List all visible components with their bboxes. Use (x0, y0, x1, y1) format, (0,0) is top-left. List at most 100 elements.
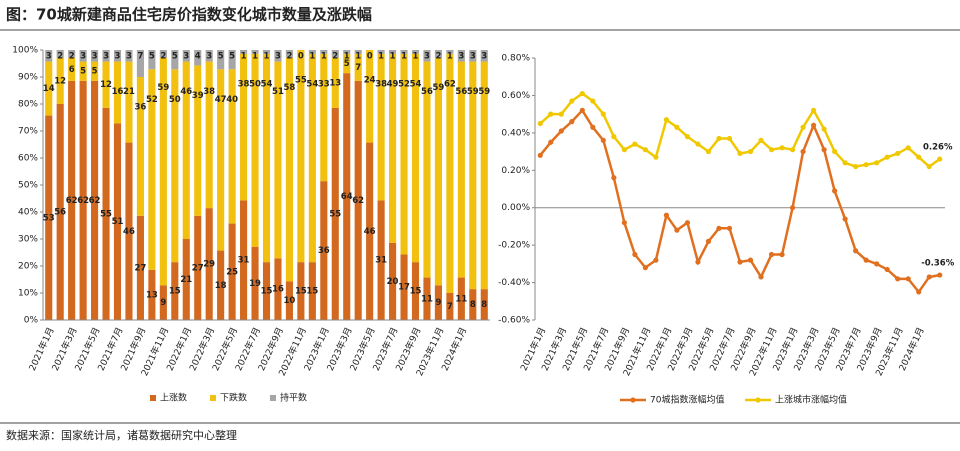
bar-segment (182, 50, 190, 62)
data-label: 62 (444, 79, 456, 89)
bar-segment (285, 281, 293, 320)
data-label: 3 (103, 52, 109, 62)
line-marker (895, 150, 901, 157)
data-label: 1 (390, 52, 396, 62)
y-tick-label: 70% (18, 127, 38, 137)
bar-segment (354, 80, 362, 320)
line-marker (716, 225, 722, 231)
y-tick-label: 0.80% (501, 54, 530, 64)
y-tick-label: 0.40% (501, 128, 530, 138)
legend-swatch (210, 395, 216, 401)
line-marker (674, 227, 680, 233)
data-label: 15 (295, 287, 307, 297)
data-label: 15 (261, 287, 273, 297)
data-label: 2 (57, 52, 63, 62)
data-label: 31 (238, 256, 250, 266)
bar-segment (251, 50, 259, 54)
bar-segment (217, 250, 225, 320)
y-tick-label: -0.40% (498, 278, 530, 288)
line-marker (832, 148, 838, 155)
data-label: 2 (286, 52, 292, 62)
data-label: 3 (92, 52, 98, 62)
data-label: 62 (77, 196, 89, 206)
bar-segment (68, 57, 76, 81)
data-label: 58 (284, 83, 296, 93)
line-marker (926, 163, 932, 170)
line-marker (789, 205, 796, 211)
bar-segment (423, 61, 431, 278)
bar-segment (113, 123, 122, 321)
data-label: 54 (261, 79, 273, 89)
bar-segment (217, 69, 225, 251)
data-label: 2 (160, 52, 166, 62)
line-marker (895, 276, 901, 282)
line-marker (611, 175, 617, 181)
bar-segment (446, 53, 454, 293)
bar-segment (171, 69, 179, 263)
data-label: 54 (410, 79, 422, 89)
data-label: 56 (54, 208, 66, 218)
data-label: 0 (367, 52, 373, 62)
bar-segment (446, 50, 454, 54)
data-label: 12 (100, 80, 112, 90)
data-label: 1 (401, 52, 407, 62)
line-marker (569, 119, 575, 125)
line-marker (590, 98, 596, 104)
data-label: 10 (284, 296, 296, 306)
bar-segment (102, 50, 110, 62)
data-label: 2 (69, 52, 75, 62)
page-title: 图：70城新建商品住宅房价指数变化城市数量及涨跌幅 (6, 6, 372, 24)
data-label: 16 (272, 285, 284, 295)
source-note: 数据来源：国家统计局，诸葛数据研究中心整理 (6, 428, 237, 442)
bar-segment (331, 50, 339, 58)
bar-segment (194, 65, 202, 216)
bar-segment (251, 246, 259, 320)
line-marker (874, 160, 880, 166)
bar-segment (457, 50, 465, 62)
data-label: 21 (180, 275, 192, 285)
bar-segment (285, 50, 293, 58)
data-label: 33 (318, 79, 330, 89)
y-tick-label: 10% (18, 289, 38, 299)
data-label: 15 (410, 287, 422, 297)
data-label: 5 (92, 67, 98, 77)
line-marker (821, 126, 827, 132)
bar-segment (228, 69, 236, 224)
data-label: 5 (344, 59, 350, 69)
bar-segment (411, 50, 420, 54)
data-label: 50 (169, 95, 181, 105)
line-marker (579, 90, 585, 97)
y-tick-label: 0.00% (501, 203, 530, 213)
bar-segment (240, 50, 248, 54)
data-label: 31 (375, 256, 387, 266)
line-marker (863, 162, 869, 168)
line-marker (548, 111, 554, 117)
bar-segment (285, 57, 293, 282)
bar-segment (400, 50, 408, 54)
line-marker (590, 124, 596, 130)
data-label: 59 (433, 83, 445, 93)
data-label: 3 (458, 52, 464, 62)
line-marker (874, 261, 880, 267)
line-marker (800, 124, 806, 130)
bar-segment (262, 50, 271, 54)
y-tick-label: -0.60% (498, 316, 530, 326)
legend-label: 持平数 (280, 392, 307, 404)
bar-segment (343, 53, 351, 74)
data-label: 29 (203, 260, 215, 270)
line-marker (632, 251, 638, 258)
data-label: 1 (447, 52, 453, 62)
data-label: 38 (375, 79, 387, 89)
data-label: 19 (249, 279, 261, 289)
data-label: 47 (215, 95, 227, 105)
data-label: 55 (100, 209, 112, 219)
line-marker (905, 276, 911, 282)
line-marker (579, 107, 585, 113)
bar-segment (159, 57, 167, 286)
bar-segment (159, 50, 167, 58)
bar-segment (68, 50, 76, 58)
legend-swatch (270, 395, 276, 401)
data-label: 5 (80, 67, 86, 77)
